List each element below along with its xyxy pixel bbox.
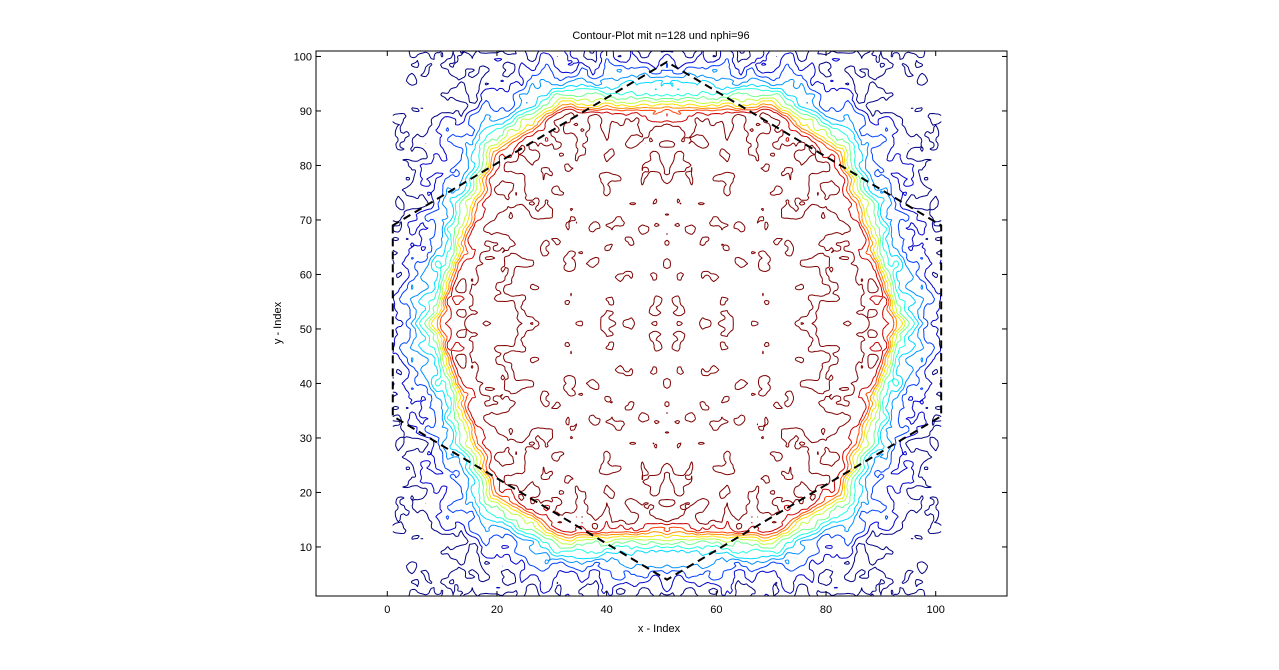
y-tick-label: 60	[300, 269, 312, 281]
contour-level-11	[444, 108, 890, 533]
contour-level-7	[428, 97, 906, 546]
contour-level-5	[418, 88, 916, 555]
contour-level-9	[436, 103, 898, 539]
y-tick-label: 90	[300, 106, 312, 118]
contour-lines	[392, 51, 942, 596]
x-tick-label: 80	[820, 604, 832, 616]
contour-level-4	[414, 79, 920, 560]
contour-level-6	[424, 92, 910, 549]
contour-level-0	[392, 51, 942, 596]
contour-level-3	[409, 69, 925, 570]
contour-level-8	[430, 100, 904, 542]
y-axis-label: y - Index	[272, 301, 284, 344]
plot-area-frame	[315, 50, 1008, 597]
x-tick-label: 40	[601, 604, 613, 616]
contour-level-2	[398, 58, 936, 581]
x-tick-label: 60	[710, 604, 722, 616]
x-tick-label: 20	[491, 604, 503, 616]
y-tick-label: 70	[300, 215, 312, 227]
x-axis-label: x - Index	[638, 623, 681, 635]
contour-level-12	[455, 112, 879, 530]
y-tick-label: 10	[300, 542, 312, 554]
x-tick-label: 100	[927, 604, 945, 616]
y-axis-ticks: 10 20 30 40 50 60 70 80 90 100	[294, 51, 1007, 554]
dashed-hexagon-outline	[391, 60, 943, 581]
y-tick-label: 20	[300, 487, 312, 499]
contour-level-1	[392, 51, 942, 596]
y-tick-label: 40	[300, 378, 312, 390]
contour-level-10	[439, 106, 895, 536]
x-tick-label: 0	[384, 604, 390, 616]
y-tick-label: 80	[300, 160, 312, 172]
x-axis-ticks: 0 20 40 60 80 100	[384, 51, 945, 616]
y-tick-label: 100	[294, 51, 312, 63]
y-tick-label: 30	[300, 433, 312, 445]
y-tick-label: 50	[300, 324, 312, 336]
chart-title: Contour-Plot mit n=128 und nphi=96	[572, 30, 749, 42]
